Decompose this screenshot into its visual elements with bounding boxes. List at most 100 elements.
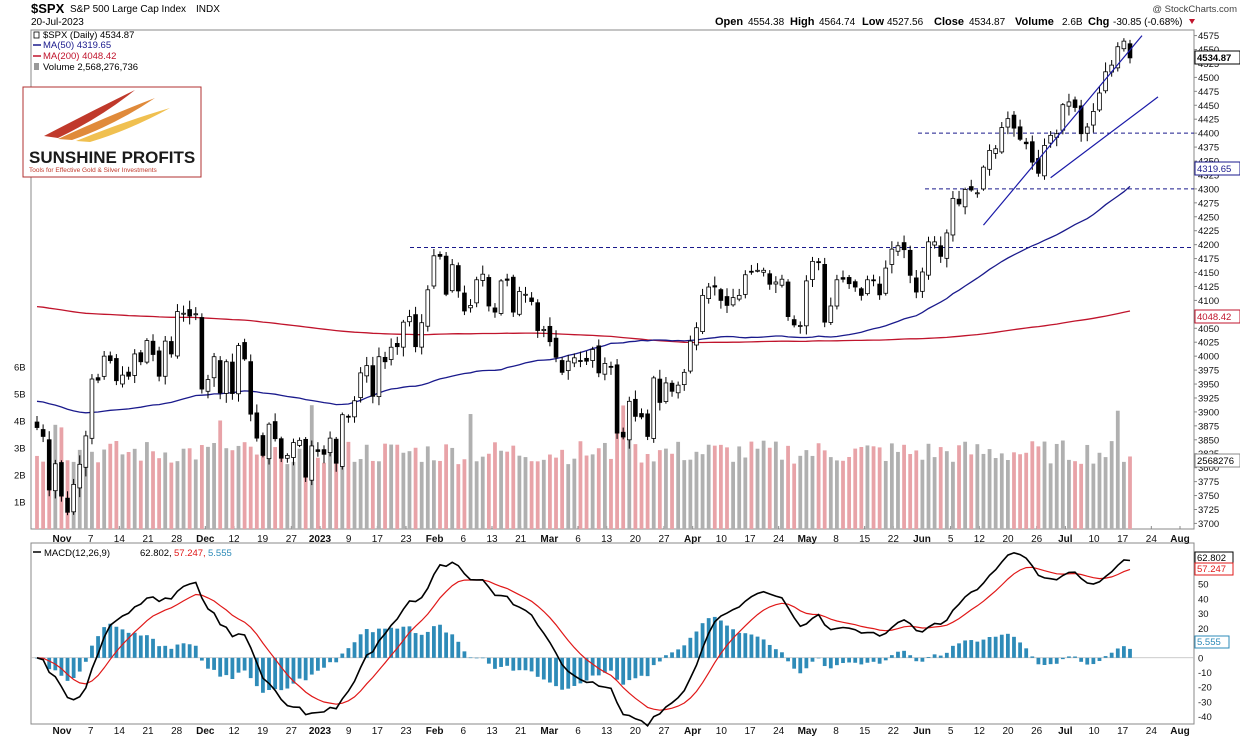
date-tick-label: Nov [53, 534, 72, 545]
candle-up [834, 279, 840, 307]
macd-histogram-bar [694, 631, 699, 658]
chart-date: 20-Jul-2023 [31, 17, 84, 28]
candle-up [223, 361, 229, 394]
macd-date-tick-label: 13 [486, 726, 498, 737]
candle-up [987, 150, 992, 170]
volume-bar [1128, 456, 1132, 529]
macd-tick-label: 40 [1198, 594, 1209, 605]
macd-histogram-bar [664, 655, 668, 658]
volume-bar [1030, 441, 1035, 529]
volume-bar [1085, 444, 1090, 529]
date-tick-label: 14 [114, 534, 126, 545]
candle-up [681, 371, 687, 386]
macd-date-tick-label: 17 [744, 726, 756, 737]
macd-histogram-bar [419, 634, 424, 658]
volume-bar [743, 457, 748, 529]
price-tick-label: 3850 [1198, 435, 1219, 446]
candle-down [278, 438, 284, 459]
price-tick-label: 3975 [1198, 366, 1219, 377]
candlesticks [34, 38, 1133, 516]
macd-histogram-bar [554, 657, 558, 687]
low-value: 4527.56 [887, 17, 924, 28]
macd-histogram-bar [621, 657, 626, 685]
legend-ma50: MA(50) 4319.65 [43, 40, 111, 51]
date-tick-label: 27 [658, 534, 670, 545]
volume-bar [370, 460, 375, 529]
macd-date-tick-label: 21 [515, 726, 527, 737]
macd-signal-line [36, 566, 1131, 711]
candle-up [773, 281, 779, 285]
candle-up [932, 241, 937, 246]
volume-bar [395, 444, 400, 529]
candle-up [101, 355, 107, 377]
macd-histogram-bar [602, 657, 607, 673]
candle-up [1066, 101, 1072, 107]
volume-bar [993, 458, 998, 529]
macd-histogram-bar [456, 641, 461, 658]
macd-date-tick-label: Mar [540, 726, 558, 737]
legend-candle-icon [33, 31, 40, 39]
volume-bar [767, 447, 772, 529]
volume-bar [364, 444, 369, 529]
candle-up [663, 382, 669, 402]
macd-histogram-bar [450, 634, 455, 658]
macd-date-tick-label: 7 [88, 726, 94, 737]
volume-bar [731, 461, 735, 529]
volume-bar [230, 450, 235, 529]
volume-bar [468, 414, 473, 529]
tag-macd: 62.802 [1197, 553, 1226, 564]
candle-down [254, 412, 260, 439]
macd-histogram-bar [206, 657, 210, 669]
volume-bar [108, 443, 113, 529]
volume-bar [633, 444, 638, 529]
index-name: S&P 500 Large Cap Index [70, 4, 186, 15]
high-label: High [790, 16, 815, 28]
volume-bar [926, 443, 931, 529]
candle-down [1072, 99, 1078, 108]
volume-bar [902, 444, 906, 529]
macd-histogram-bar [169, 648, 174, 658]
volume-bar [199, 445, 204, 529]
macd-histogram-bar [193, 645, 198, 658]
volume-bar [853, 448, 858, 529]
volume-bar [358, 459, 363, 529]
volume-bar [438, 460, 442, 529]
macd-histogram-bar [871, 657, 876, 662]
volume-bar [718, 444, 723, 529]
macd-histogram-bar [633, 657, 638, 679]
macd-date-tick-label: Jun [913, 726, 931, 737]
trend-line-channel [982, 35, 1143, 226]
macd-histogram-bar [639, 657, 644, 676]
macd-histogram-bar [1085, 657, 1090, 665]
low-label: Low [862, 16, 884, 28]
trend-lines [982, 35, 1159, 226]
volume-bar [1012, 452, 1016, 529]
volume-bar [163, 452, 168, 529]
candle-down [248, 361, 254, 415]
price-tick-label: 3875 [1198, 421, 1219, 432]
candle-down [614, 364, 620, 434]
volume-bar [444, 444, 449, 529]
date-tick-label: 26 [1031, 534, 1043, 545]
candle-down [956, 198, 962, 205]
macd-histogram-bar [224, 657, 229, 676]
volume-bar [114, 441, 119, 529]
date-tick-label: 17 [372, 534, 384, 545]
volume-bar [999, 453, 1004, 529]
candle-up [480, 273, 486, 281]
candle-up [120, 374, 125, 385]
date-tick-label: Aug [1170, 534, 1189, 545]
date-tick-label: Feb [426, 534, 444, 545]
logo-title: SUNSHINE PROFITS [29, 148, 195, 167]
candle-down [230, 361, 235, 394]
volume-bar [602, 442, 607, 529]
macd-date-tick-label: 10 [1088, 726, 1100, 737]
macd-histogram-bar [517, 657, 522, 671]
volume-tick-label: 4B [14, 417, 26, 428]
candle-up [352, 400, 357, 418]
macd-histogram-bar [444, 632, 449, 658]
candle-up [730, 297, 736, 306]
candle-up [1091, 111, 1096, 126]
candle-down [578, 360, 583, 362]
volume-bar [554, 457, 558, 529]
